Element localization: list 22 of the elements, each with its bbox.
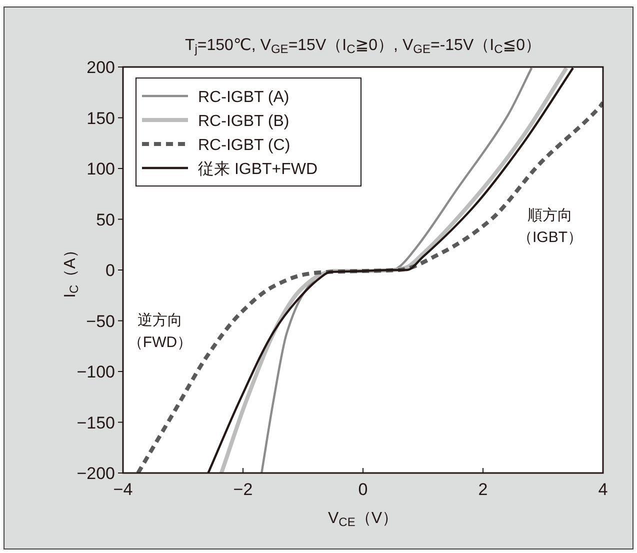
y-tick-label: −100 — [76, 362, 115, 382]
y-tick-label: −150 — [76, 413, 115, 432]
x-tick-label: 0 — [358, 480, 368, 499]
x-tick-label: 2 — [478, 480, 488, 499]
y-tick-label: 0 — [106, 261, 115, 280]
y-tick-label: −50 — [86, 312, 115, 331]
x-tick-label: −2 — [233, 480, 253, 499]
annotation: 順方向（IGBT） — [517, 207, 583, 246]
y-tick-label: 50 — [96, 210, 115, 230]
annotation: 逆方向（FWD） — [128, 312, 192, 351]
legend-label: RC-IGBT (B) — [198, 113, 290, 130]
legend-label: RC-IGBT (A) — [198, 89, 290, 106]
chart-title: T$_{j}$=150℃, V$_{GE}$=15V（I$_{C}$≧0）, V$_{GE}$=-15V（I$_{C}$≦0） — [184, 37, 542, 56]
x-tick-label: 4 — [598, 480, 608, 499]
x-axis-title: V$_{CE}$（V） — [328, 510, 398, 529]
x-tick-label: −4 — [113, 480, 133, 499]
y-tick-label: −200 — [76, 464, 115, 483]
legend-label: 従来 IGBT+FWD — [198, 160, 318, 178]
y-tick-label: 150 — [86, 108, 115, 128]
legend-label: RC-IGBT (C) — [198, 137, 290, 154]
y-tick-label: 100 — [86, 160, 115, 178]
y-tick-label: 200 — [86, 58, 115, 77]
